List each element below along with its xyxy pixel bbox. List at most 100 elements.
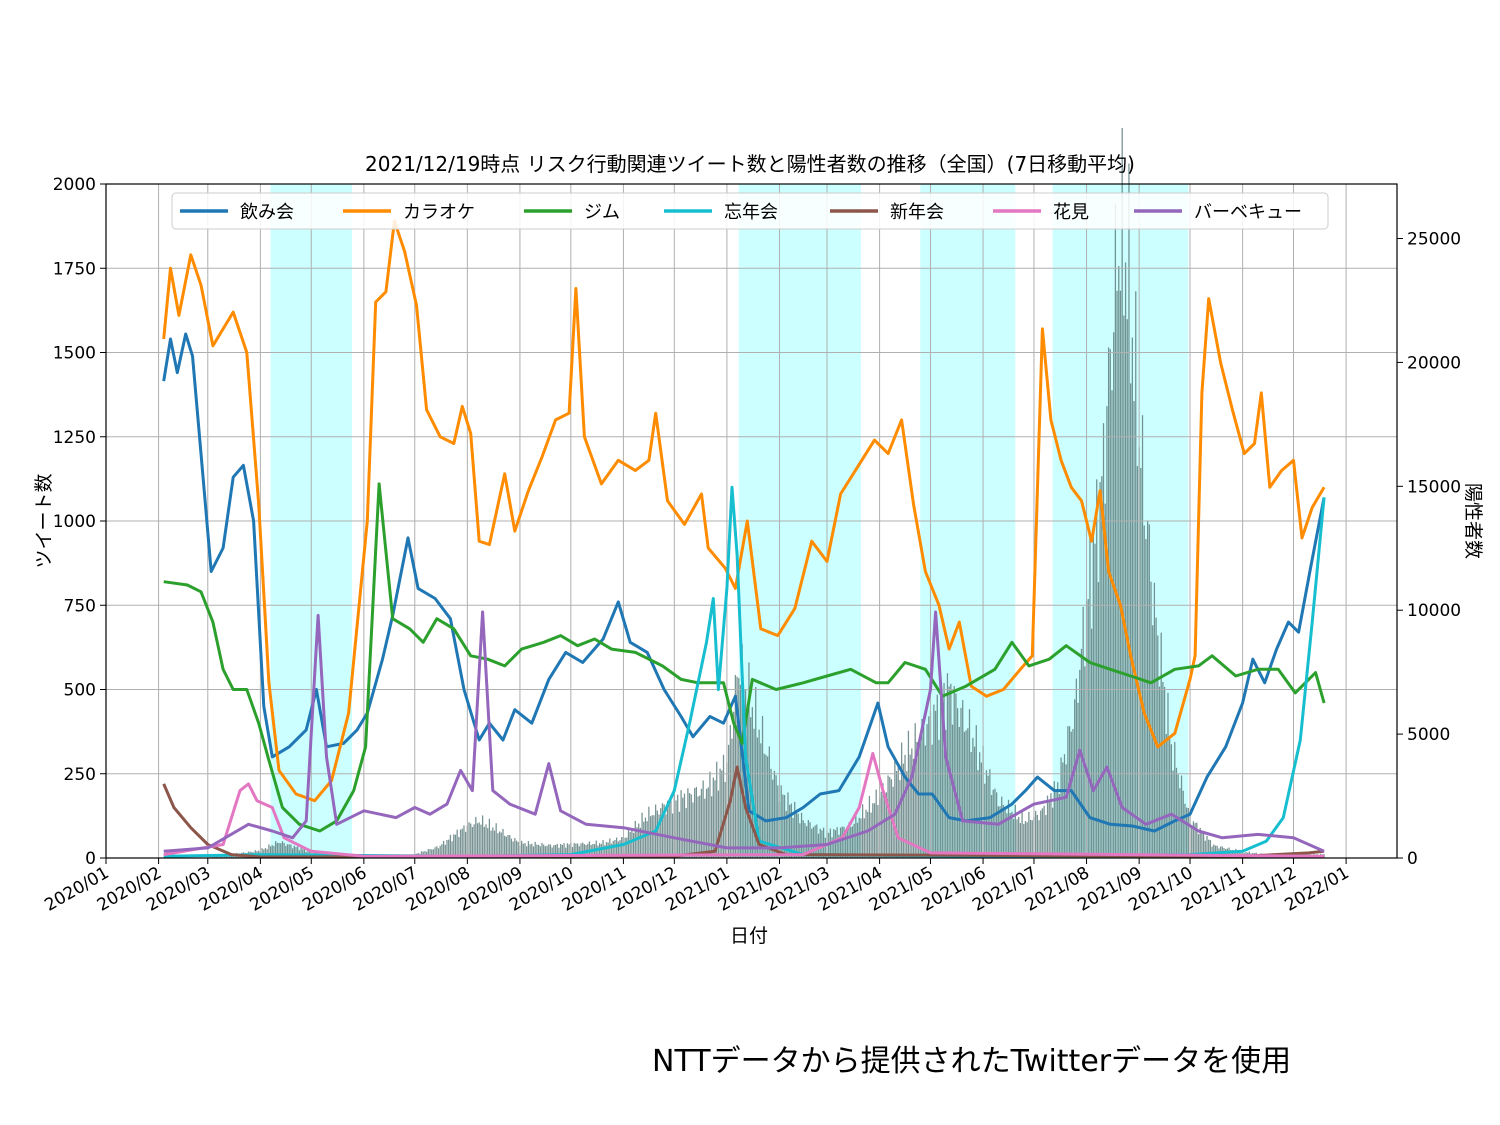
case-bar [868,795,871,858]
case-bar [219,855,221,858]
case-bar [610,843,613,858]
case-bar [919,742,921,858]
case-bar [807,819,809,858]
case-bar [928,716,930,858]
case-bar [1018,816,1020,858]
case-bar [884,793,886,858]
case-bar [916,742,918,858]
case-bar [894,758,896,858]
case-bar [573,843,575,858]
case-bar [554,845,557,858]
case-bar [1177,774,1179,858]
case-bar [799,823,801,858]
case-bar [717,790,720,858]
case-bar [690,794,692,858]
case-bar [704,798,706,858]
case-bar [465,831,467,858]
case-bar [1199,827,1201,858]
case-bar [476,823,479,858]
case-bar [797,813,799,858]
case-bar [1194,823,1196,858]
case-bar [877,805,879,858]
case-bar [666,800,669,858]
case-bar [504,835,506,858]
case-bar [1097,582,1100,858]
case-bar [439,845,441,858]
case-bar [1118,266,1120,859]
case-bar [1111,390,1113,858]
case-bar [536,844,538,858]
case-bar [945,729,947,858]
case-bar [953,686,955,858]
case-bar [526,846,528,858]
case-bar [989,769,991,858]
case-bar [549,844,552,858]
case-bar [923,726,925,858]
case-bar [710,796,713,858]
case-bar [721,770,723,858]
case-bar [1209,840,1212,858]
case-bar [1155,617,1157,858]
case-bar [1063,754,1066,858]
case-bar [444,844,446,858]
case-bar [582,842,584,858]
case-bar [1060,757,1062,858]
case-bar [1192,821,1195,858]
case-bar [1074,699,1076,858]
left-axis-ticks: 0 250 500 750 1000 1250 1500 1750 2000 [53,175,106,869]
case-bar [850,826,852,858]
case-bar [904,754,906,858]
case-bar [471,827,474,858]
case-bar [442,840,445,858]
case-bar [1046,795,1049,858]
right-axis-ticks: 0 5000 10000 15000 20000 25000 [1397,230,1461,869]
case-bar [980,762,983,858]
case-bar [1202,830,1205,858]
case-bar [785,811,787,858]
case-bar [765,754,767,858]
case-bar [839,827,842,858]
case-bar [290,844,292,858]
case-bar [1031,820,1033,858]
case-bar [671,813,674,858]
case-bar [297,846,299,858]
case-bar [575,843,577,858]
case-bar [831,837,833,858]
legend-label-6: バーベキュー [1194,202,1302,223]
case-bar [1167,692,1169,858]
case-bar [1152,625,1154,858]
case-bar [293,845,295,858]
case-bar [510,838,513,858]
x-axis-ticks: 2020/012020/022020/032020/042020/052020/… [41,858,1353,916]
case-bar [456,829,458,858]
case-bar [1182,790,1184,858]
case-bar [873,803,876,858]
case-bar [490,830,492,858]
case-bar [560,844,562,858]
case-bar [639,827,642,858]
case-bar [1102,423,1105,858]
case-bar [286,844,289,858]
case-bar [707,787,709,858]
case-bar [885,792,888,858]
case-bar [461,828,463,858]
case-bar [716,761,718,858]
case-bar [1091,628,1093,858]
case-bar [729,725,731,858]
case-bar [1191,825,1193,858]
case-bar [870,812,872,858]
case-bar [480,824,482,858]
case-bar [1165,734,1167,858]
case-bar [1135,291,1137,858]
case-bar [1021,811,1023,858]
case-bar [841,826,843,858]
case-bar [1024,821,1027,858]
case-bar [753,728,755,858]
case-bar [651,815,653,858]
case-bar [643,821,645,858]
case-bar [551,847,553,858]
series-line-6 [163,610,1325,853]
case-bar [1004,808,1006,858]
case-bar [269,846,272,858]
case-bar [463,825,465,858]
